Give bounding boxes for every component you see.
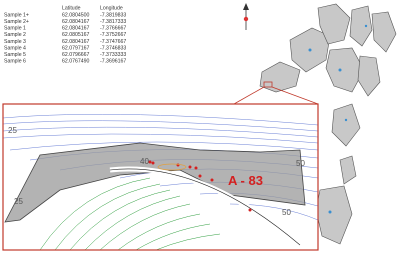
table-cell: 62.0796667 bbox=[62, 52, 90, 58]
locator-box bbox=[263, 81, 273, 88]
table-cell: -7.3747667 bbox=[100, 39, 126, 45]
table-cell: -7.3819833 bbox=[100, 12, 126, 18]
table-cell: Sample 1+ bbox=[4, 12, 29, 18]
table-cell: Sample 4 bbox=[4, 45, 26, 51]
table-header: Longitude bbox=[100, 5, 123, 11]
inset-map bbox=[2, 104, 319, 251]
islands bbox=[259, 3, 397, 245]
table-cell: 62.0804167 bbox=[62, 39, 90, 45]
table-cell: -7.3733333 bbox=[100, 52, 126, 58]
survey-area bbox=[4, 142, 306, 223]
contour-label: 40 bbox=[140, 157, 149, 166]
island-lakes bbox=[308, 24, 368, 214]
contour-label: 50 bbox=[282, 208, 291, 217]
table-cell: -7.3696167 bbox=[100, 59, 126, 65]
table-cell: 62.0767490 bbox=[62, 59, 90, 65]
table-cell: -7.3766667 bbox=[100, 26, 126, 32]
contour-label: 50 bbox=[296, 159, 305, 168]
inset-frame bbox=[2, 103, 319, 251]
table-cell: 62.0804167 bbox=[62, 19, 90, 25]
table-cell: Sample 1 bbox=[4, 26, 26, 32]
area-label: A - 83 bbox=[228, 173, 263, 188]
leader-line bbox=[233, 86, 265, 105]
table-cell: Sample 6 bbox=[4, 59, 26, 65]
table-cell: Sample 3 bbox=[4, 39, 26, 45]
table-cell: 62.0805167 bbox=[62, 32, 90, 38]
table-cell: -7.3817333 bbox=[100, 19, 126, 25]
table-cell: Sample 2 bbox=[4, 32, 26, 38]
north-arrow bbox=[243, 3, 249, 30]
table-cell: Sample 2+ bbox=[4, 19, 29, 25]
table-cell: -7.3752667 bbox=[100, 32, 126, 38]
contour-label: 25 bbox=[14, 197, 23, 206]
table-header: Latitude bbox=[62, 5, 81, 11]
table-cell: 62.0804167 bbox=[62, 26, 90, 32]
leader-line bbox=[271, 86, 319, 105]
table-cell: 62.0797167 bbox=[62, 45, 90, 51]
table-cell: 62.0804500 bbox=[62, 12, 90, 18]
table-cell: -7.3746833 bbox=[100, 45, 126, 51]
contour-label: 25 bbox=[8, 126, 17, 135]
table-cell: Sample 5 bbox=[4, 52, 26, 58]
